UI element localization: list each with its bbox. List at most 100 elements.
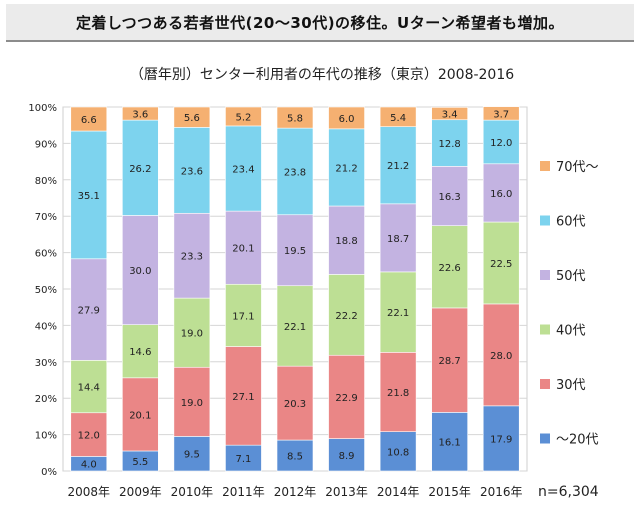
headline-banner: 定着しつつある若者世代(20〜30代)の移住。Uターン希望者も増加。 [6, 4, 634, 42]
legend-label: 70代〜 [556, 160, 599, 175]
data-label: 23.4 [232, 165, 254, 176]
data-label: 27.1 [232, 392, 254, 403]
headline: 定着しつつある若者世代(20〜30代)の移住。Uターン希望者も増加。 [76, 13, 564, 32]
bar-segment [225, 106, 262, 127]
bar-segment [173, 127, 211, 214]
bar-segment [379, 203, 417, 273]
y-tick-label: 30% [35, 358, 57, 369]
bar-segment [431, 307, 468, 413]
chart-title: （暦年別）センター利用者の年代の推移（東京）2008-2016 [130, 67, 514, 83]
data-label: 27.9 [78, 306, 100, 317]
y-tick-label: 40% [35, 321, 57, 332]
bar-segment [482, 303, 520, 407]
data-label: 3.7 [493, 109, 509, 120]
legend-swatch [540, 379, 550, 389]
data-label: 22.2 [335, 311, 357, 322]
x-tick-label: 2008年 [68, 485, 111, 499]
bar-segment [173, 366, 211, 437]
bar-segment [70, 258, 108, 361]
y-tick-label: 0% [41, 467, 57, 478]
bar-segment [379, 126, 417, 205]
data-label: 16.1 [439, 438, 461, 449]
bar-segment [431, 119, 468, 167]
x-tick-label: 2010年 [171, 485, 214, 499]
data-label: 28.0 [490, 351, 512, 362]
data-label: 18.8 [335, 236, 357, 247]
x-tick-label: 2013年 [325, 485, 368, 499]
data-label: 18.7 [387, 234, 409, 245]
data-label: 23.3 [181, 252, 203, 263]
bar-segment [225, 125, 262, 212]
data-label: 14.6 [129, 347, 151, 358]
x-tick-label: 2014年 [377, 485, 420, 499]
y-tick-label: 60% [35, 249, 57, 260]
bar-segment [482, 106, 520, 121]
data-label: 5.4 [390, 113, 406, 124]
data-label: 4.0 [81, 460, 97, 471]
data-label: 5.6 [184, 113, 200, 124]
bar-segment [122, 377, 159, 452]
bar-segment [225, 283, 262, 347]
bar-segment [276, 106, 314, 129]
data-label: 21.2 [387, 161, 409, 172]
bar-segment [225, 210, 262, 285]
data-label: 12.8 [439, 139, 461, 150]
x-tick-label: 2011年 [222, 485, 265, 499]
bar-segment [431, 166, 468, 226]
data-label: 6.6 [81, 115, 97, 126]
data-labels: 4.0 12.0 14.4 27.9 35.1 6.6 5.5 20.1 14.6 30.0 26.… [78, 109, 513, 470]
bar-segment [70, 360, 108, 414]
data-label: 16.0 [490, 189, 512, 200]
data-label: 12.0 [490, 138, 512, 149]
bar-segment [276, 365, 314, 441]
bar-segment [431, 225, 468, 309]
data-label: 20.1 [129, 410, 151, 421]
data-label: 23.6 [181, 166, 203, 177]
data-label: 22.1 [387, 308, 409, 319]
legend-swatch [540, 324, 550, 335]
data-label: 9.5 [184, 450, 200, 461]
data-label: 5.5 [132, 457, 148, 468]
bar-segment [379, 431, 417, 472]
data-label: 19.5 [284, 246, 306, 257]
data-label: 17.1 [232, 311, 254, 322]
bar-segment [173, 297, 211, 368]
legend-label: 〜20代 [556, 433, 599, 448]
bar-segment [328, 205, 365, 275]
bar-segment [328, 354, 365, 439]
bar-segment [379, 271, 417, 353]
legend-label: 60代 [556, 215, 586, 230]
data-label: 7.1 [235, 454, 251, 465]
x-tick-label: 2012年 [274, 485, 317, 499]
bar-segment [328, 106, 365, 130]
data-label: 21.2 [335, 163, 357, 174]
data-label: 14.4 [78, 383, 100, 394]
bar-segment [482, 119, 520, 165]
data-label: 10.8 [387, 447, 409, 458]
y-tick-label: 80% [35, 176, 57, 187]
data-label: 5.8 [287, 114, 303, 125]
data-label: 22.5 [490, 259, 512, 270]
data-label: 20.1 [232, 244, 254, 255]
bar-segment [379, 106, 417, 127]
bar-segment [173, 106, 211, 128]
x-tick-label: 2015年 [428, 485, 471, 499]
data-label: 30.0 [129, 266, 151, 277]
bar-segment [122, 119, 159, 216]
bar-segment [276, 285, 314, 367]
legend: 70代〜 60代 50代 40代 30代〜20代 [540, 160, 599, 448]
bar-segment [276, 127, 314, 216]
y-tick-label: 20% [35, 394, 57, 405]
legend-swatch [540, 215, 550, 226]
data-label: 3.4 [442, 110, 458, 121]
bar-segment [328, 128, 365, 207]
data-label: 22.6 [439, 263, 461, 274]
bar-segment [70, 106, 108, 132]
data-label: 17.9 [490, 434, 512, 445]
legend-swatch [540, 270, 550, 280]
y-tick-label: 10% [35, 431, 57, 442]
legend-swatch [540, 433, 550, 444]
data-label: 26.2 [129, 164, 151, 175]
sample-size-note: n=6,304 [538, 484, 599, 500]
